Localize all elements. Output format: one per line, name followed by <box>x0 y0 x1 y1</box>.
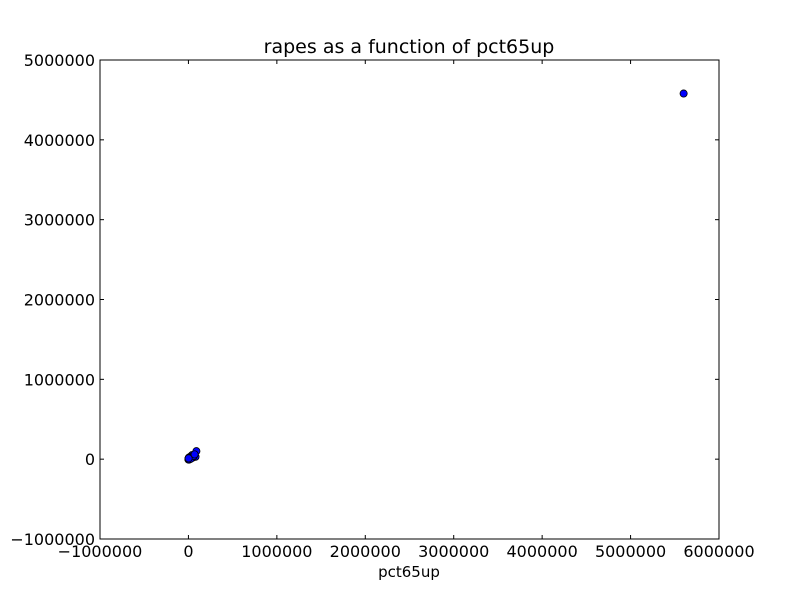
x-tick-label: 3000000 <box>418 542 489 561</box>
y-tick-label: 3000000 <box>24 211 95 230</box>
y-tick-label: −1000000 <box>10 530 95 549</box>
x-tick-label: 5000000 <box>595 542 666 561</box>
x-tick-label: 2000000 <box>330 542 401 561</box>
y-tick-label: 0 <box>85 450 95 469</box>
data-point <box>184 454 193 463</box>
x-tick-label: −1000000 <box>58 542 143 561</box>
chart-title: rapes as a function of pct65up <box>264 36 555 58</box>
x-tick-label: 0 <box>183 542 193 561</box>
y-tick-label: 5000000 <box>24 51 95 70</box>
y-tick-label: 4000000 <box>24 131 95 150</box>
data-point <box>190 450 199 459</box>
y-tick-label: 2000000 <box>24 291 95 310</box>
plot-frame <box>99 59 720 540</box>
x-tick-label: 1000000 <box>241 542 312 561</box>
x-axis-label: pct65up <box>378 563 440 581</box>
x-tick-label: 4000000 <box>507 542 578 561</box>
x-tick-label: 6000000 <box>683 542 754 561</box>
axis-ticks: −1000000 0 1000000 2000000 3000000 4000000 500… <box>10 51 754 561</box>
data-point <box>679 89 688 98</box>
y-tick-label: 1000000 <box>24 370 95 389</box>
data-points <box>184 89 688 464</box>
